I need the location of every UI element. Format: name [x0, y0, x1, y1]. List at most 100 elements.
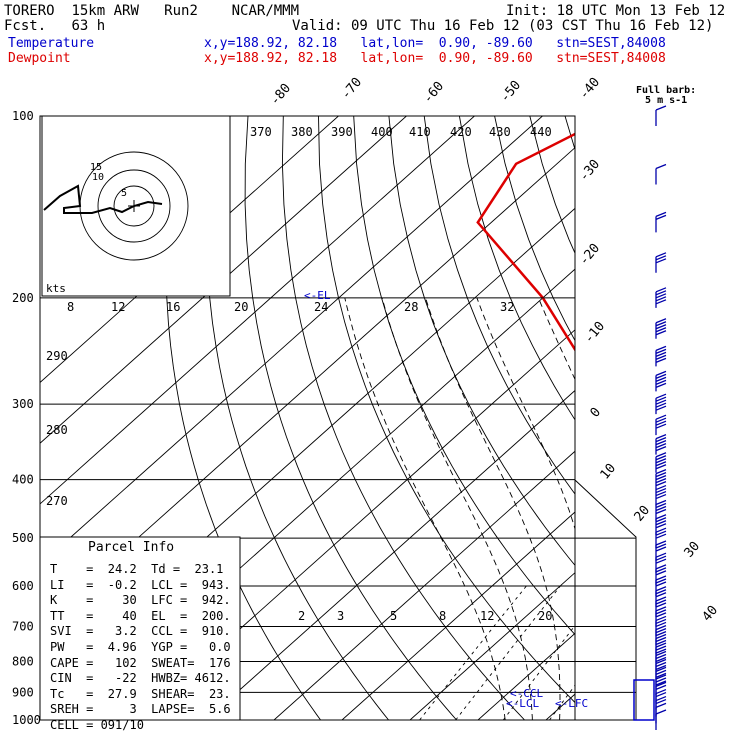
pressure-label: 200: [12, 291, 34, 305]
wind-barb: [655, 105, 667, 126]
isotherm-label: 40: [700, 603, 722, 625]
wind-barb: [655, 345, 667, 367]
moist-adiabat-line: [668, 298, 723, 720]
isotherm-line: [40, 116, 407, 444]
wind-barb: [655, 514, 667, 535]
dry-adiabat-line: [244, 116, 457, 720]
isotherm-line: [40, 116, 543, 566]
wind-barb: [655, 596, 667, 617]
hodograph-speed-label: 8: [67, 300, 74, 314]
surface-barb-cluster: [633, 679, 655, 721]
hodograph-speed-label: 16: [166, 300, 180, 314]
mixing-ratio-line: [646, 586, 740, 720]
wind-barb: [655, 552, 667, 574]
forecast-hours: Fcst. 63 h: [4, 19, 105, 34]
isotherm-label: -30: [577, 157, 604, 185]
isotherm-line: [341, 511, 575, 720]
wind-barb: [655, 527, 667, 549]
barb-legend-line1: Full barb:: [636, 85, 697, 96]
pressure-label: 800: [12, 654, 34, 668]
model-org: NCAR/MMM: [231, 3, 300, 19]
dry-adiabat-line: [423, 116, 575, 495]
parcel-info-row: CIN = -22 HWBZ= 4612.: [50, 671, 231, 686]
isotherm-label: -40: [577, 75, 604, 103]
hodograph-speed-label: 12: [111, 300, 125, 314]
mixing-ratio-label: 2: [298, 609, 305, 623]
model-run: Run2: [164, 3, 198, 19]
parcel-info-row: SREH = 3 LAPSE= 5.6: [50, 702, 231, 717]
parcel-info-row: LI = -0.2 LCL = 943.: [50, 577, 231, 592]
dry-adiabat-line: [281, 116, 525, 720]
theta-label: 390: [331, 125, 353, 139]
dry-adiabat-line: [388, 116, 575, 567]
legend-temperature-info: x,y=188.92, 82.18 lat,lon= 0.90, -89.60 …: [204, 36, 666, 51]
hodograph-unit-label: kts: [46, 282, 66, 295]
dry-adiabat-line: [706, 116, 740, 720]
dry-adiabat-line: [494, 116, 575, 342]
parcel-info-row: TT = 40 EL = 200.: [50, 608, 231, 623]
theta-label: 370: [250, 125, 272, 139]
dry-adiabat-line: [529, 116, 575, 255]
mixing-ratio-label: 12: [480, 609, 494, 623]
dry-adiabat-line: [458, 116, 575, 421]
mixing-ratio-line: [591, 586, 688, 720]
mixing-ratio-line: [419, 585, 527, 720]
dry-adiabat-line: [600, 116, 740, 720]
dry-adiabat-line: [671, 116, 740, 720]
mixing-ratio-line: [455, 585, 561, 720]
dry-adiabat-line: [564, 116, 575, 151]
theta-label: 430: [489, 125, 511, 139]
pressure-label: 1000: [12, 713, 41, 727]
hodograph-ring-label: 10: [92, 172, 104, 183]
wind-barb: [655, 499, 667, 521]
legend-dewpoint: Dewpoint: [8, 51, 71, 66]
dewpoint-line: [476, 132, 575, 352]
mixing-ratio-label: 8: [439, 609, 446, 623]
wind-barb: [655, 615, 667, 637]
barb-legend-line2: 5 m s-1: [645, 95, 688, 106]
isotherm-label: -10: [582, 319, 609, 347]
wind-barb: [655, 318, 667, 339]
parcel-info-row: CAPE = 102 SWEAT= 176: [50, 655, 231, 670]
wind-barb: [655, 564, 667, 585]
isotherm-line: [205, 389, 575, 720]
pressure-label: 500: [12, 531, 34, 545]
wind-barb: [655, 370, 667, 392]
hodograph-speed-label: 28: [404, 300, 418, 314]
theta-label: 400: [371, 125, 393, 139]
moist-adiabat-line: [696, 298, 740, 720]
hodograph-ring: [97, 169, 171, 243]
mixing-ratio-label: 20: [538, 609, 552, 623]
parcel-info-row: T = 24.2 Td = 23.1: [50, 562, 224, 576]
pressure-label: 300: [12, 397, 34, 411]
parcel-info-row: K = 30 LFC = 942.: [50, 593, 231, 608]
wind-barb: [655, 625, 667, 646]
dry-adiabat-line: [205, 116, 389, 720]
dry-adiabat-line: [636, 116, 740, 720]
hodograph-ring-label: 15: [90, 162, 102, 173]
pressure-label: 700: [12, 619, 34, 633]
theta-label: 380: [291, 125, 313, 139]
hodograph-trace: [43, 184, 163, 214]
theta-label: 290: [46, 349, 68, 363]
wind-barb: [655, 414, 667, 436]
theta-label: 280: [46, 423, 68, 437]
hodograph-speed-label: 32: [500, 300, 514, 314]
wind-barb: [655, 540, 667, 561]
plot-frame: [39, 115, 576, 721]
wind-barb: [655, 709, 667, 730]
el-marker-label: <-EL: [304, 289, 331, 302]
wind-barb: [655, 469, 667, 490]
isotherm-label: 0: [588, 405, 605, 421]
parcel-info-frame: [39, 536, 241, 721]
isotherm-label: 30: [682, 539, 704, 561]
isotherm-label: -80: [268, 81, 295, 109]
ccl-marker-label: <-CCL: [510, 687, 543, 700]
wind-barb: [655, 575, 667, 597]
wind-barb: [655, 211, 667, 233]
parcel-info-row: PW = 4.96 YGP = 0.0: [50, 640, 231, 654]
hodograph-ring: [113, 185, 155, 227]
dry-adiabat-line: [318, 116, 575, 704]
mixing-ratio-line: [549, 684, 575, 720]
wind-barb: [655, 484, 667, 506]
